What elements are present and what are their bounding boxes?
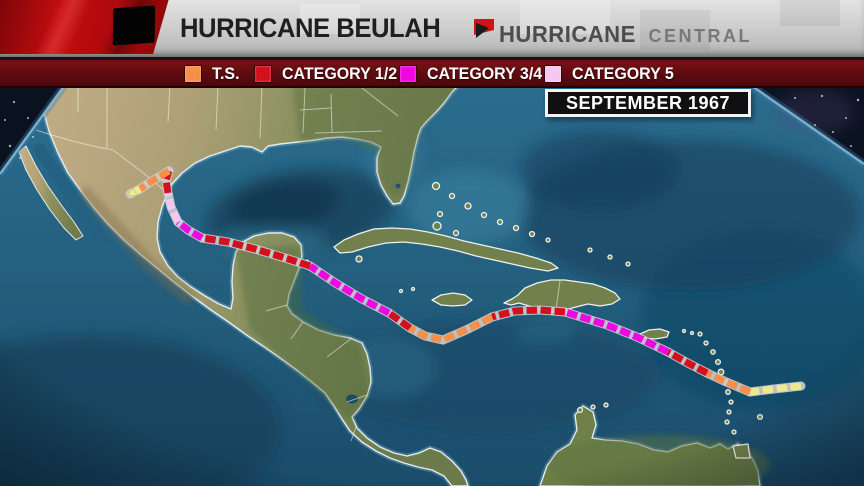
legend-item-cat12: CATEGORY 1/2: [255, 65, 405, 82]
legend-label-cat34: CATEGORY 3/4: [427, 64, 543, 83]
header-bar: HURRICANE BEULAH HURRICANE CENTRAL: [0, 0, 864, 57]
legend-item-cat5: CATEGORY 5: [545, 65, 680, 82]
date-badge: SEPTEMBER 1967: [545, 89, 751, 117]
legend-item-cat34: CATEGORY 3/4: [400, 65, 550, 82]
hurricane-warning-flag-logo: [0, 0, 169, 54]
legend-swatch-ts: [185, 65, 201, 82]
legend-swatch-cat5: [545, 65, 561, 82]
brand-flag-icon: [474, 19, 494, 39]
storm-track: [125, 166, 806, 397]
legend-swatch-cat12: [255, 65, 271, 82]
flag-black-square: [112, 5, 156, 46]
legend-label-ts: T.S.: [212, 64, 240, 83]
space-corner-topright: [749, 82, 864, 168]
track-end-arrow-icon: [126, 187, 138, 197]
legend-label-cat12: CATEGORY 1/2: [282, 64, 398, 83]
page-title: HURRICANE BEULAH: [180, 13, 441, 43]
legend-label-cat5: CATEGORY 5: [572, 64, 674, 83]
legend-swatch-cat34: [400, 65, 416, 82]
legend-item-ts: T.S.: [185, 65, 241, 82]
legend-bar: T.S. CATEGORY 1/2 CATEGORY 3/4 CATEGORY …: [0, 57, 864, 88]
space-corner-topleft: [0, 83, 68, 177]
hurricane-central-logo: HURRICANE CENTRAL: [474, 21, 752, 48]
brand-word-secondary: CENTRAL: [648, 26, 752, 46]
brand-word-primary: HURRICANE: [499, 21, 636, 47]
